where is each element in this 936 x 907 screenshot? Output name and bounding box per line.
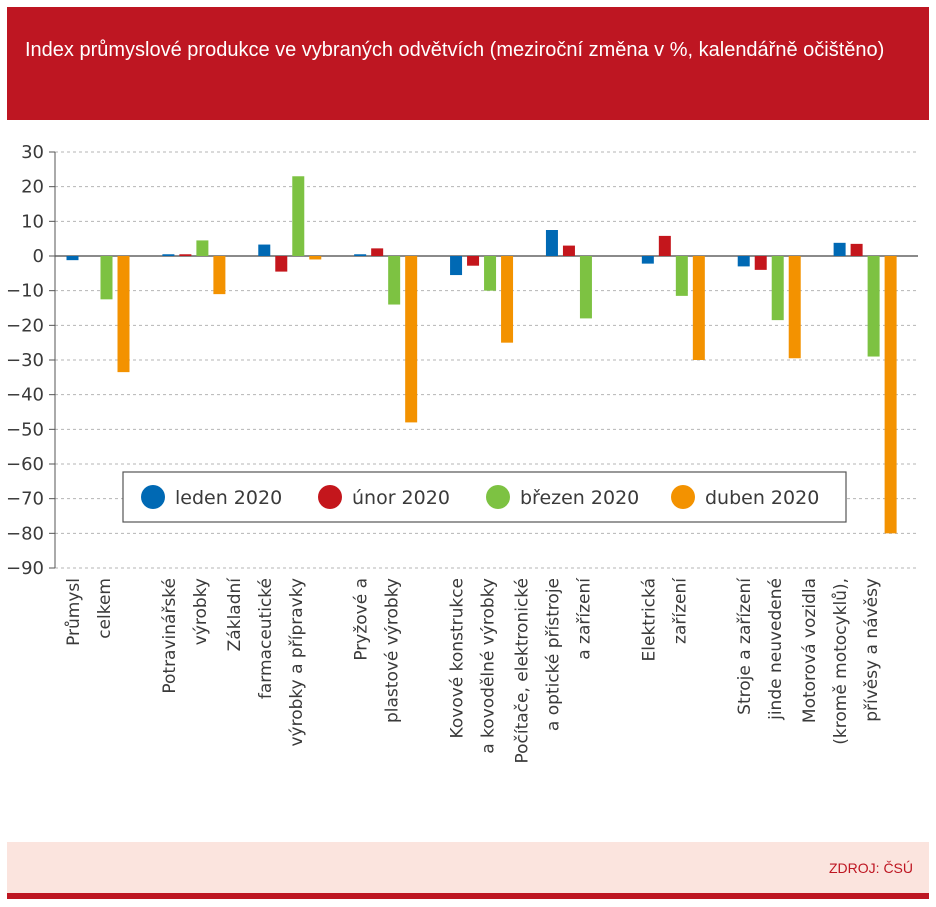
bar-2-series-4 [213,256,226,295]
bar-8-series-2 [754,256,767,270]
legend-label: únor 2020 [352,487,450,509]
bar-8-series-4 [788,256,801,359]
y-tick-label: −50 [6,419,44,440]
bar-9-series-4 [884,256,897,534]
bar-5-series-3 [484,256,497,291]
legend-label: duben 2020 [705,487,819,509]
category-label-line: a optické přístroje [543,578,563,731]
bar-3-series-1 [258,244,271,256]
bar-4-series-1 [354,254,367,256]
category-label-line: jinde neuvedené [766,578,786,721]
y-tick-label: −60 [6,454,44,475]
bar-3-series-3 [292,176,305,256]
y-tick-label: −20 [6,315,44,336]
bar-5-series-1 [450,256,463,276]
category-label-line: Počítače, elektronické [512,578,532,764]
bar-3-series-2 [275,256,288,272]
bar-5-series-2 [467,256,480,266]
bar-4-series-4 [405,256,418,423]
category-label: Motorová vozidla (kromě motocyklů), přívěs… [800,578,882,745]
source-label: ZDROJ: ČSÚ [829,860,913,876]
legend-marker [486,485,510,509]
category-label-line: Potravinářské [160,578,180,694]
bar-2-series-3 [196,240,209,256]
category-label: Kovové konstrukce a kovodělné výrobky [448,578,499,754]
bar-9-series-2 [850,243,863,256]
category-label-line: a zařízení [574,577,594,660]
bar-6-series-1 [545,230,558,256]
y-tick-label: −10 [6,281,44,302]
bar-chart: 30 20 10 0 −10 −20 −30 −40 −50 −60 −70 −80 −90 Průmy… [6,142,918,764]
chart-header: Index průmyslové produkce ve vybraných o… [7,7,929,120]
category-labels: Průmysl celkem Potravinářské výrobky Základn… [64,577,882,764]
legend-label: leden 2020 [175,487,282,509]
legend-label: březen 2020 [520,487,639,509]
category-label: Základní farmaceutické výrobky a přípravky [225,577,307,747]
category-label-line: a kovodělné výrobky [479,578,499,754]
bar-2-series-2 [179,254,192,256]
category-label-line: Průmysl [64,578,84,646]
category-label-line: výrobky a přípravky [287,578,307,747]
category-label-line: výrobky [191,578,211,645]
category-label: Stroje a zařízení jinde neuvedené [735,577,786,721]
footer: ZDROJ: ČSÚ [7,842,929,899]
bar-5-series-4 [501,256,514,343]
y-tick-label: 0 [33,246,44,267]
legend-box [122,471,847,523]
bar-7-series-3 [675,256,688,296]
bar-8-series-3 [771,256,784,321]
y-tick-label: −40 [6,385,44,406]
y-tick-label: 20 [21,177,44,198]
category-label-line: celkem [95,578,115,639]
bar-3-series-4 [309,256,322,260]
category-label: Pryžové a plastové výrobky [352,578,403,723]
chart-title: Index průmyslové produkce ve vybraných o… [25,39,885,61]
legend-marker [671,485,695,509]
category-label-line: přívěsy a návěsy [862,578,882,722]
y-axis: 30 20 10 0 −10 −20 −30 −40 −50 −60 −70 −80 −90 [6,142,56,579]
bar-9-series-3 [867,256,880,357]
category-label: Průmysl celkem [64,578,115,646]
bar-1-series-3 [100,256,113,300]
bar-9-series-1 [833,242,846,256]
bar-4-series-2 [371,248,384,256]
category-label-line: Motorová vozidla [800,578,820,723]
category-label-line: Elektrická [639,578,659,661]
bar-6-series-2 [562,245,575,256]
bar-1-series-4 [117,256,130,373]
y-tick-label: 30 [21,142,44,163]
y-tick-label: −90 [6,558,44,579]
category-label: Elektrická zařízení [639,577,690,662]
bar-7-series-1 [641,256,654,264]
category-label: Potravinářské výrobky [160,578,211,694]
bar-7-series-2 [658,235,671,256]
category-label: Počítače, elektronické a optické přístroj… [512,577,594,764]
y-tick-label: −70 [6,489,44,510]
bar-4-series-3 [388,256,401,305]
category-label-line: Stroje a zařízení [735,577,755,715]
category-label-line: Pryžové a [352,578,372,661]
bar-8-series-1 [737,256,750,267]
category-label-line: (kromě motocyklů), [831,578,851,745]
y-tick-label: 10 [21,211,44,232]
bar-7-series-4 [692,256,705,360]
category-label-line: farmaceutické [256,578,276,699]
bars [66,176,897,534]
category-label-line: Základní [225,577,245,652]
y-tick-label: −30 [6,350,44,371]
legend-marker [141,485,165,509]
legend-marker [318,485,342,509]
legend: leden 2020 únor 2020 březen 2020 duben 2020 [122,471,847,523]
bar-6-series-3 [579,256,592,319]
bar-1-series-1 [66,256,79,261]
category-label-line: zařízení [670,577,690,644]
y-tick-label: −80 [6,523,44,544]
category-label-line: plastové výrobky [383,578,403,723]
category-label-line: Kovové konstrukce [448,578,468,738]
bar-2-series-1 [162,254,175,256]
